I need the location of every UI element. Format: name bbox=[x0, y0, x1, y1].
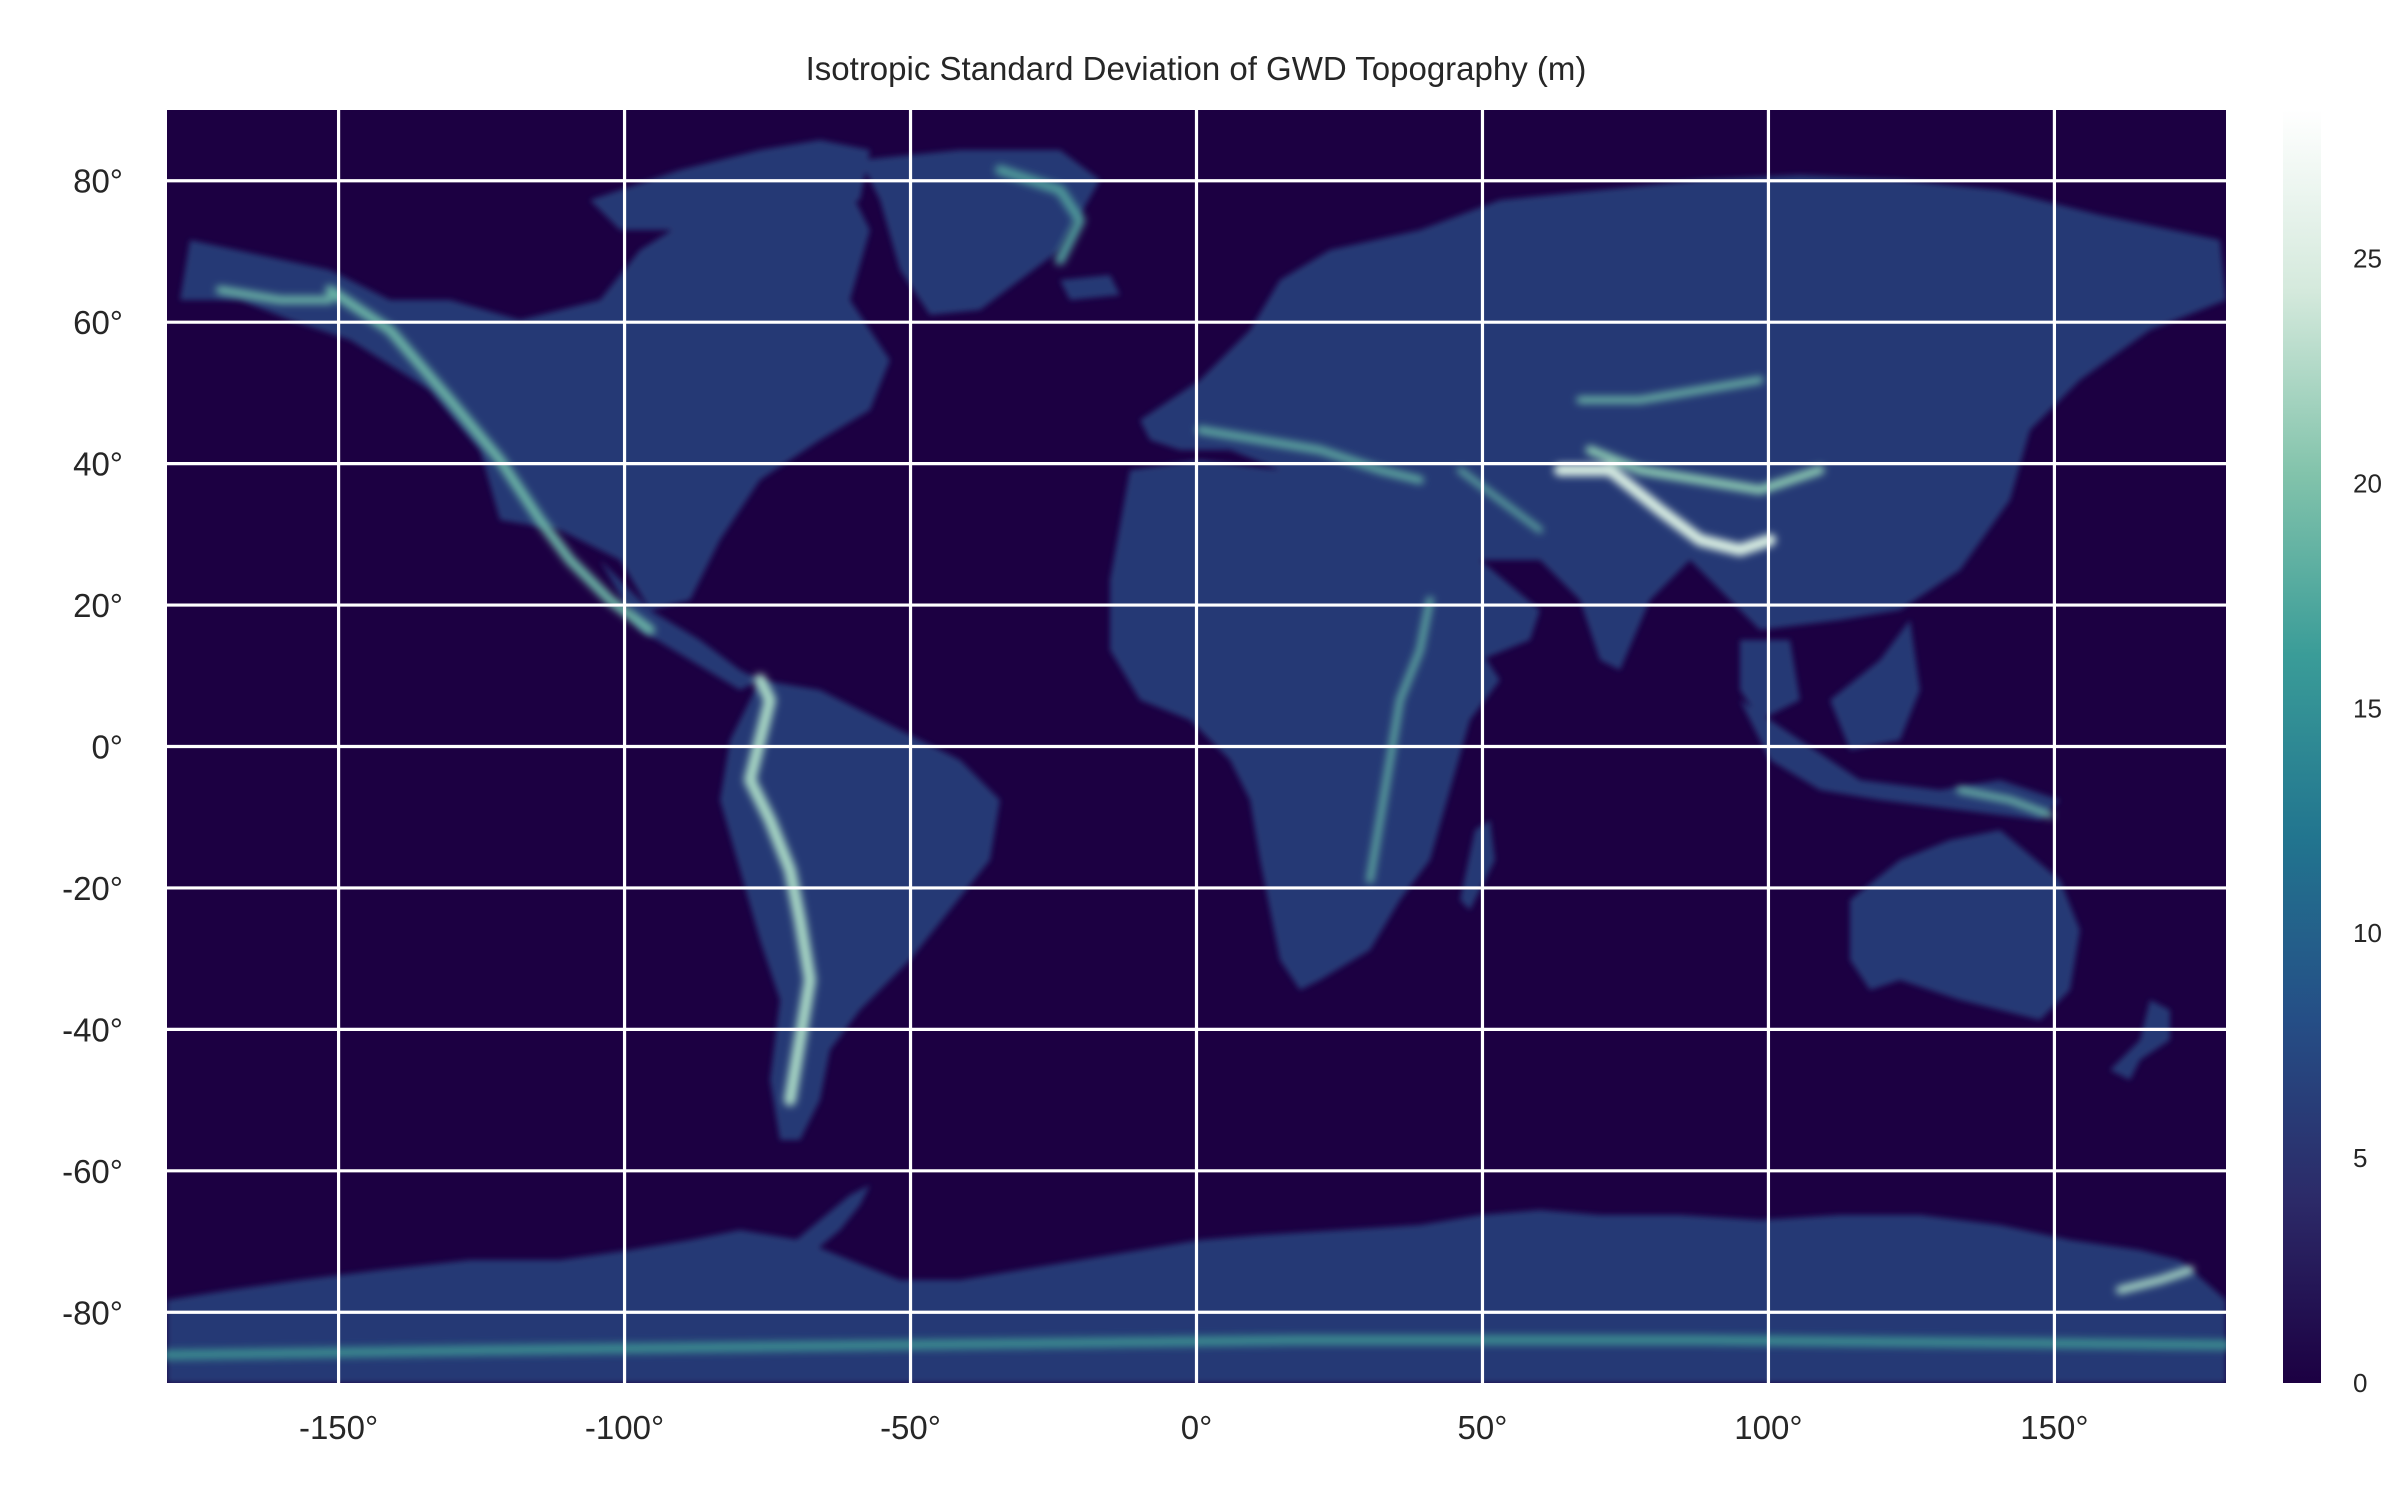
x-tick-label: 0° bbox=[1181, 1409, 1213, 1446]
colorbar bbox=[2283, 110, 2321, 1383]
chart-title: Isotropic Standard Deviation of GWD Topo… bbox=[806, 50, 1587, 87]
landmass-africa bbox=[1110, 460, 1500, 990]
mountain-ridges bbox=[167, 165, 2226, 1360]
x-tick-label: 150° bbox=[2020, 1409, 2088, 1446]
landmass-borneo-philippines bbox=[1830, 620, 1920, 750]
ridge-cordillera bbox=[325, 285, 655, 635]
x-tick-label: -50° bbox=[880, 1409, 941, 1446]
x-tick-label: -150° bbox=[299, 1409, 378, 1446]
ridge-andes bbox=[744, 674, 816, 1106]
landmass-australia bbox=[1850, 830, 2080, 1020]
landmass-north-america bbox=[180, 165, 890, 610]
y-tick-label: -40° bbox=[62, 1011, 123, 1048]
ridge-alaska bbox=[216, 286, 334, 304]
colorbar-tick-labels: 0 5 10 15 20 25 bbox=[2353, 243, 2382, 1398]
landmass-central-america bbox=[600, 560, 760, 690]
colorbar-tick-label: 10 bbox=[2353, 918, 2382, 948]
y-tick-label: 80° bbox=[73, 163, 123, 200]
y-tick-label: 20° bbox=[73, 587, 123, 624]
landmass-indonesia bbox=[1740, 700, 2060, 820]
x-tick-label: -100° bbox=[585, 1409, 664, 1446]
y-tick-label: -80° bbox=[62, 1294, 123, 1331]
colorbar-tick-label: 5 bbox=[2353, 1143, 2367, 1173]
landmass-greenland bbox=[860, 150, 1100, 315]
y-tick-label: -60° bbox=[62, 1153, 123, 1190]
landmass-iceland bbox=[1060, 275, 1120, 300]
colorbar-tick-label: 25 bbox=[2353, 243, 2382, 273]
colorbar-tick-label: 20 bbox=[2353, 468, 2382, 498]
y-tick-label: -20° bbox=[62, 870, 123, 907]
ridge-antarctic-coast bbox=[2116, 1266, 2194, 1294]
colorbar-tick-label: 0 bbox=[2353, 1368, 2367, 1398]
ridge-east-africa bbox=[1366, 596, 1434, 884]
ridge-alps-caucasus bbox=[1196, 426, 1424, 484]
x-tick-labels: -150° -100° -50° 0° 50° 100° 150° bbox=[299, 1409, 2089, 1446]
x-tick-label: 100° bbox=[1734, 1409, 1802, 1446]
x-tick-label: 50° bbox=[1458, 1409, 1508, 1446]
y-tick-label: 60° bbox=[73, 304, 123, 341]
landmass-antarctic-peninsula bbox=[790, 1185, 870, 1255]
ridge-antarctic-rim bbox=[167, 1335, 2226, 1360]
y-tick-labels: 80° 60° 40° 20° 0° -20° -40° -60° -80° bbox=[62, 163, 123, 1332]
landmass-new-zealand bbox=[2110, 1000, 2170, 1080]
colorbar-tick-label: 15 bbox=[2353, 693, 2382, 723]
landmass-arctic-canada bbox=[590, 140, 870, 230]
grid-layer bbox=[167, 110, 2226, 1383]
ridge-zagros bbox=[1457, 467, 1543, 533]
ridge-new-guinea bbox=[1956, 786, 2054, 819]
y-tick-label: 0° bbox=[91, 729, 123, 766]
y-tick-label: 40° bbox=[73, 446, 123, 483]
landmass-south-america bbox=[720, 680, 1000, 1140]
ridge-tian-shan bbox=[1576, 376, 1764, 404]
ridge-himalaya bbox=[1554, 464, 1776, 556]
